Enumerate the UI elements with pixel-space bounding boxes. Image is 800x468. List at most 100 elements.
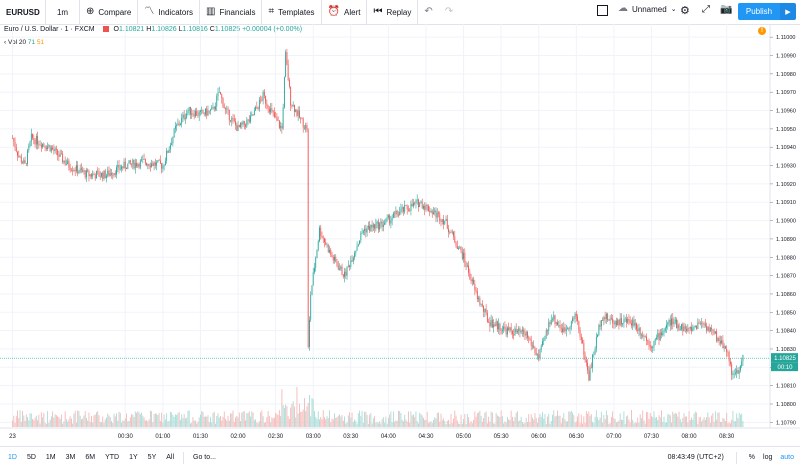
financials-button[interactable]: ▥ Financials: [200, 0, 263, 24]
range-button-all[interactable]: All: [166, 454, 175, 461]
volume-bar: [37, 420, 39, 427]
volume-bar: [45, 423, 47, 427]
range-button-1d[interactable]: 1D: [8, 454, 17, 461]
volume-bar: [310, 416, 312, 427]
auto-toggle[interactable]: auto: [780, 454, 794, 461]
volume-collapse-icon[interactable]: ‹: [4, 39, 7, 46]
candle-body: [226, 108, 228, 110]
layout-name-button[interactable]: ☁ Unnamed ⌄: [618, 4, 677, 14]
candle-body: [548, 322, 550, 331]
range-button-ytd[interactable]: YTD: [105, 454, 120, 461]
volume-bar: [545, 423, 547, 427]
indicators-button[interactable]: 〽 Indicators: [138, 0, 200, 24]
settings-gear-icon[interactable]: ⚙: [680, 5, 690, 17]
candle-body: [426, 204, 428, 206]
candle-body: [532, 345, 533, 347]
volume-bar: [527, 422, 528, 427]
volume-bar: [627, 415, 629, 427]
candle-body: [102, 172, 104, 179]
volume-bar: [530, 414, 532, 427]
candle-body: [257, 107, 259, 109]
info-icon[interactable]: !: [758, 27, 766, 35]
clock-text[interactable]: 08:43:49 (UTC+2): [667, 454, 724, 461]
candle-body: [414, 202, 416, 204]
layout-name-label: Unnamed: [632, 4, 667, 14]
volume-bar: [164, 419, 166, 427]
alert-button[interactable]: ⏰ Alert: [322, 0, 368, 24]
volume-bar: [305, 411, 307, 427]
alert-label: Alert: [344, 7, 361, 17]
redo-button[interactable]: ↷: [439, 0, 459, 24]
candle-body: [37, 135, 39, 145]
publish-play-button[interactable]: ▶: [780, 3, 796, 20]
candle-body: [436, 212, 438, 218]
replay-icon: ⏮: [373, 6, 383, 17]
range-button-1m[interactable]: 1M: [45, 454, 56, 461]
candle-body: [222, 98, 224, 108]
select-layout-button[interactable]: [597, 5, 608, 16]
templates-button[interactable]: ⌗ Templates: [262, 0, 322, 24]
candle-body: [569, 326, 571, 330]
volume-bar: [286, 405, 288, 427]
volume-bar: [479, 410, 481, 427]
candle-body: [166, 150, 168, 161]
candle-body: [560, 328, 562, 329]
range-button-1y[interactable]: 1Y: [129, 454, 138, 461]
replay-button[interactable]: ⏮ Replay: [367, 0, 419, 24]
volume-bar: [733, 420, 735, 427]
candle-body: [416, 199, 418, 201]
candle-body: [134, 162, 136, 169]
candle-body: [687, 328, 689, 331]
undo-button[interactable]: ↶: [418, 0, 438, 24]
volume-bar: [555, 415, 557, 427]
candle-body: [573, 318, 575, 320]
range-button-6m[interactable]: 6M: [85, 454, 96, 461]
candle-body: [98, 171, 100, 177]
volume-bar: [226, 420, 228, 427]
camera-icon[interactable]: 📷: [720, 4, 733, 15]
candle-body: [508, 327, 510, 330]
volume-bar: [142, 415, 144, 427]
time-tick-label: 00:30: [118, 434, 134, 440]
volume-bar: [628, 419, 630, 427]
fullscreen-icon[interactable]: ⤢: [702, 4, 710, 15]
volume-bar: [496, 415, 498, 427]
candle-body: [379, 223, 381, 230]
candle-body: [111, 173, 112, 175]
volume-bar: [176, 415, 178, 427]
volume-bar: [230, 413, 231, 427]
range-button-3m[interactable]: 3M: [65, 454, 76, 461]
range-button-5y[interactable]: 5Y: [147, 454, 157, 461]
candle-body: [464, 252, 466, 263]
goto-button[interactable]: Go to...: [193, 454, 216, 461]
candle-body: [116, 167, 117, 175]
candle-body: [707, 326, 709, 331]
candle-body: [304, 127, 305, 129]
volume-bar: [29, 413, 31, 427]
volume-bar: [460, 414, 462, 427]
legend-open-label: O: [113, 26, 119, 33]
publish-button[interactable]: Publish: [738, 3, 780, 20]
interval-button[interactable]: 1m: [46, 0, 80, 24]
candle-body: [391, 217, 393, 221]
candle-body: [97, 171, 99, 172]
candle-body: [183, 114, 185, 119]
compare-button[interactable]: ⊕ Compare: [80, 0, 139, 24]
volume-bar: [513, 421, 515, 427]
volume-bar: [641, 417, 642, 427]
candle-body: [84, 170, 86, 178]
range-button-5d[interactable]: 5D: [26, 454, 36, 461]
volume-bar: [440, 413, 442, 427]
volume-legend[interactable]: ‹ Vol 20 71 51: [4, 39, 44, 46]
candle-body: [162, 165, 164, 169]
log-toggle[interactable]: log: [763, 454, 773, 461]
candle-body: [509, 327, 511, 330]
percent-toggle[interactable]: %: [748, 454, 756, 461]
volume-bar: [116, 413, 117, 427]
symbol-search-button[interactable]: EURUSD: [0, 0, 46, 24]
candle-body: [405, 205, 407, 206]
candle-body: [238, 125, 240, 128]
volume-bar: [34, 417, 36, 427]
candle-body: [302, 118, 304, 128]
